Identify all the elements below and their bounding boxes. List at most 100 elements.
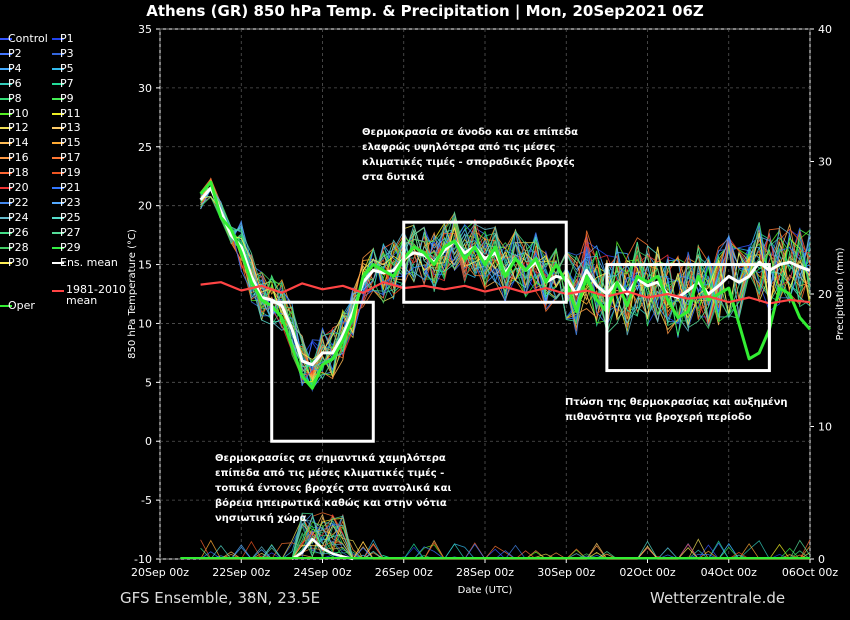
legend-swatch — [0, 127, 12, 130]
ensemble-member-line — [200, 196, 811, 368]
y2-tick-label: 40 — [818, 23, 832, 36]
legend-swatch — [0, 38, 12, 40]
annotation-warm-line: Θερμοκρασία σε άνοδο και σε επίπεδα — [362, 127, 579, 138]
precip-mean-line — [291, 537, 354, 561]
legend-swatch — [52, 216, 64, 219]
y-tick-label: 5 — [145, 376, 152, 389]
y2-tick-label: 10 — [818, 421, 832, 434]
legend-swatch — [52, 82, 64, 85]
ensemble-member-line — [200, 195, 811, 371]
legend-swatch — [0, 157, 12, 160]
y2-tick-label: 30 — [818, 156, 832, 169]
legend-swatch — [0, 142, 12, 145]
y-tick-label: -10 — [134, 553, 152, 566]
legend-swatch — [0, 201, 12, 204]
source-credit: Wetterzentrale.de — [650, 589, 786, 607]
annotation-cold: Θερμοκρασίες σε σημαντικά χαμηλότερα επί… — [215, 451, 451, 526]
highlight-box — [605, 263, 771, 373]
ensemble-member-line — [200, 178, 811, 386]
legend-swatch — [52, 172, 64, 175]
legend-swatch — [52, 201, 64, 204]
annotation-cold-line: νησιωτική χώρα — [215, 513, 307, 524]
legend-label: Control — [8, 32, 48, 45]
ensemble-member-line — [200, 196, 811, 361]
legend-label: P15 — [60, 136, 81, 150]
legend-swatch — [52, 127, 64, 130]
legend-swatch — [0, 67, 12, 70]
legend-label: P26 — [8, 225, 29, 239]
legend-label: Ens. mean — [60, 255, 118, 269]
legend-label: P17 — [60, 151, 81, 165]
legend-swatch — [0, 305, 12, 307]
x-tick-label: 30Sep 00z — [537, 566, 595, 579]
legend-label: P2 — [8, 46, 22, 60]
legend-label: P9 — [60, 91, 74, 105]
legend-label: P21 — [60, 181, 81, 194]
legend-label: P12 — [8, 121, 29, 135]
y2-axis-label: Precipitation (mm) — [835, 247, 846, 340]
x-tick-label: 02Oct 00z — [619, 566, 676, 579]
annotation-warm-line: στα δυτικά — [362, 172, 425, 183]
legend-label: P18 — [8, 166, 29, 180]
ensemble-member-line — [200, 195, 811, 366]
legend-label: P27 — [60, 225, 81, 239]
x-tick-label: 28Sep 00z — [456, 566, 514, 579]
legend-label: P28 — [8, 240, 29, 254]
legend-swatch — [0, 172, 12, 175]
legend-swatch — [52, 231, 64, 234]
annotation-drop: Πτώση της θερμοκρασίας και αυξημένη πιθα… — [565, 395, 788, 425]
legend-label: Oper — [8, 299, 35, 312]
x-tick-label: 22Sep 00z — [212, 566, 270, 579]
annotation-cold-line: Θερμοκρασίες σε σημαντικά χαμηλότερα — [215, 453, 446, 464]
legend-swatch — [52, 187, 64, 189]
annotation-drop-line: Πτώση της θερμοκρασίας και αυξημένη — [565, 397, 788, 408]
highlight-box — [402, 220, 568, 304]
legend-swatch — [52, 112, 64, 115]
legend-label: P11 — [60, 106, 81, 120]
highlight-box — [270, 300, 375, 443]
legend-swatch — [52, 246, 64, 249]
y-tick-label: 35 — [138, 23, 152, 36]
model-info: GFS Ensemble, 38N, 23.5E — [120, 589, 321, 607]
legend-swatch — [52, 157, 64, 160]
y2-tick-label: 0 — [818, 553, 825, 566]
legend-label: P4 — [8, 61, 22, 75]
legend-label: P30 — [8, 255, 29, 269]
legend-swatch — [52, 97, 64, 100]
y2-tick-label: 20 — [818, 288, 832, 301]
legend-swatch — [52, 142, 64, 145]
legend-label: P22 — [8, 195, 29, 209]
annotation-warm-line: κλιματικές τιμές - σποραδικές βροχές — [362, 157, 575, 168]
legend-swatch — [0, 246, 12, 249]
legend-swatch — [0, 261, 12, 264]
legend-swatch — [52, 52, 64, 55]
y-tick-label: -5 — [141, 494, 152, 507]
legend-label: P14 — [8, 136, 29, 150]
x-tick-label: 04Oct 00z — [701, 566, 758, 579]
legend-swatch — [0, 187, 12, 189]
legend-label: P3 — [60, 46, 74, 60]
x-tick-label: 24Sep 00z — [294, 566, 352, 579]
legend-label: 1981-2010 mean — [66, 283, 126, 307]
climatology-line — [200, 281, 811, 305]
ensemble-member-line — [200, 187, 811, 381]
legend-swatch — [52, 261, 64, 264]
y-tick-label: 10 — [138, 317, 152, 330]
x-axis-label: Date (UTC) — [458, 585, 513, 596]
legend-swatch — [0, 216, 12, 219]
oper-line — [199, 180, 812, 390]
legend-swatch — [0, 52, 12, 55]
legend-label: P24 — [8, 210, 29, 224]
chart-title: Athens (GR) 850 hPa Temp. & Precipitatio… — [146, 2, 704, 20]
legend-swatch — [52, 290, 64, 292]
legend-label: P25 — [60, 210, 81, 224]
annotation-cold-line: βόρεια ηπειρωτικά καθώς και στην νότια — [215, 498, 447, 509]
legend-swatch — [52, 67, 64, 70]
annotation-cold-line: τοπικά έντονες βροχές στα ανατολικά και — [215, 483, 452, 494]
legend-label: P29 — [60, 240, 81, 254]
legend-label: P16 — [8, 151, 29, 165]
x-tick-label: 26Sep 00z — [375, 566, 433, 579]
legend-label: P6 — [8, 76, 22, 90]
legend-label: P13 — [60, 121, 81, 135]
legend-swatch — [0, 97, 12, 100]
